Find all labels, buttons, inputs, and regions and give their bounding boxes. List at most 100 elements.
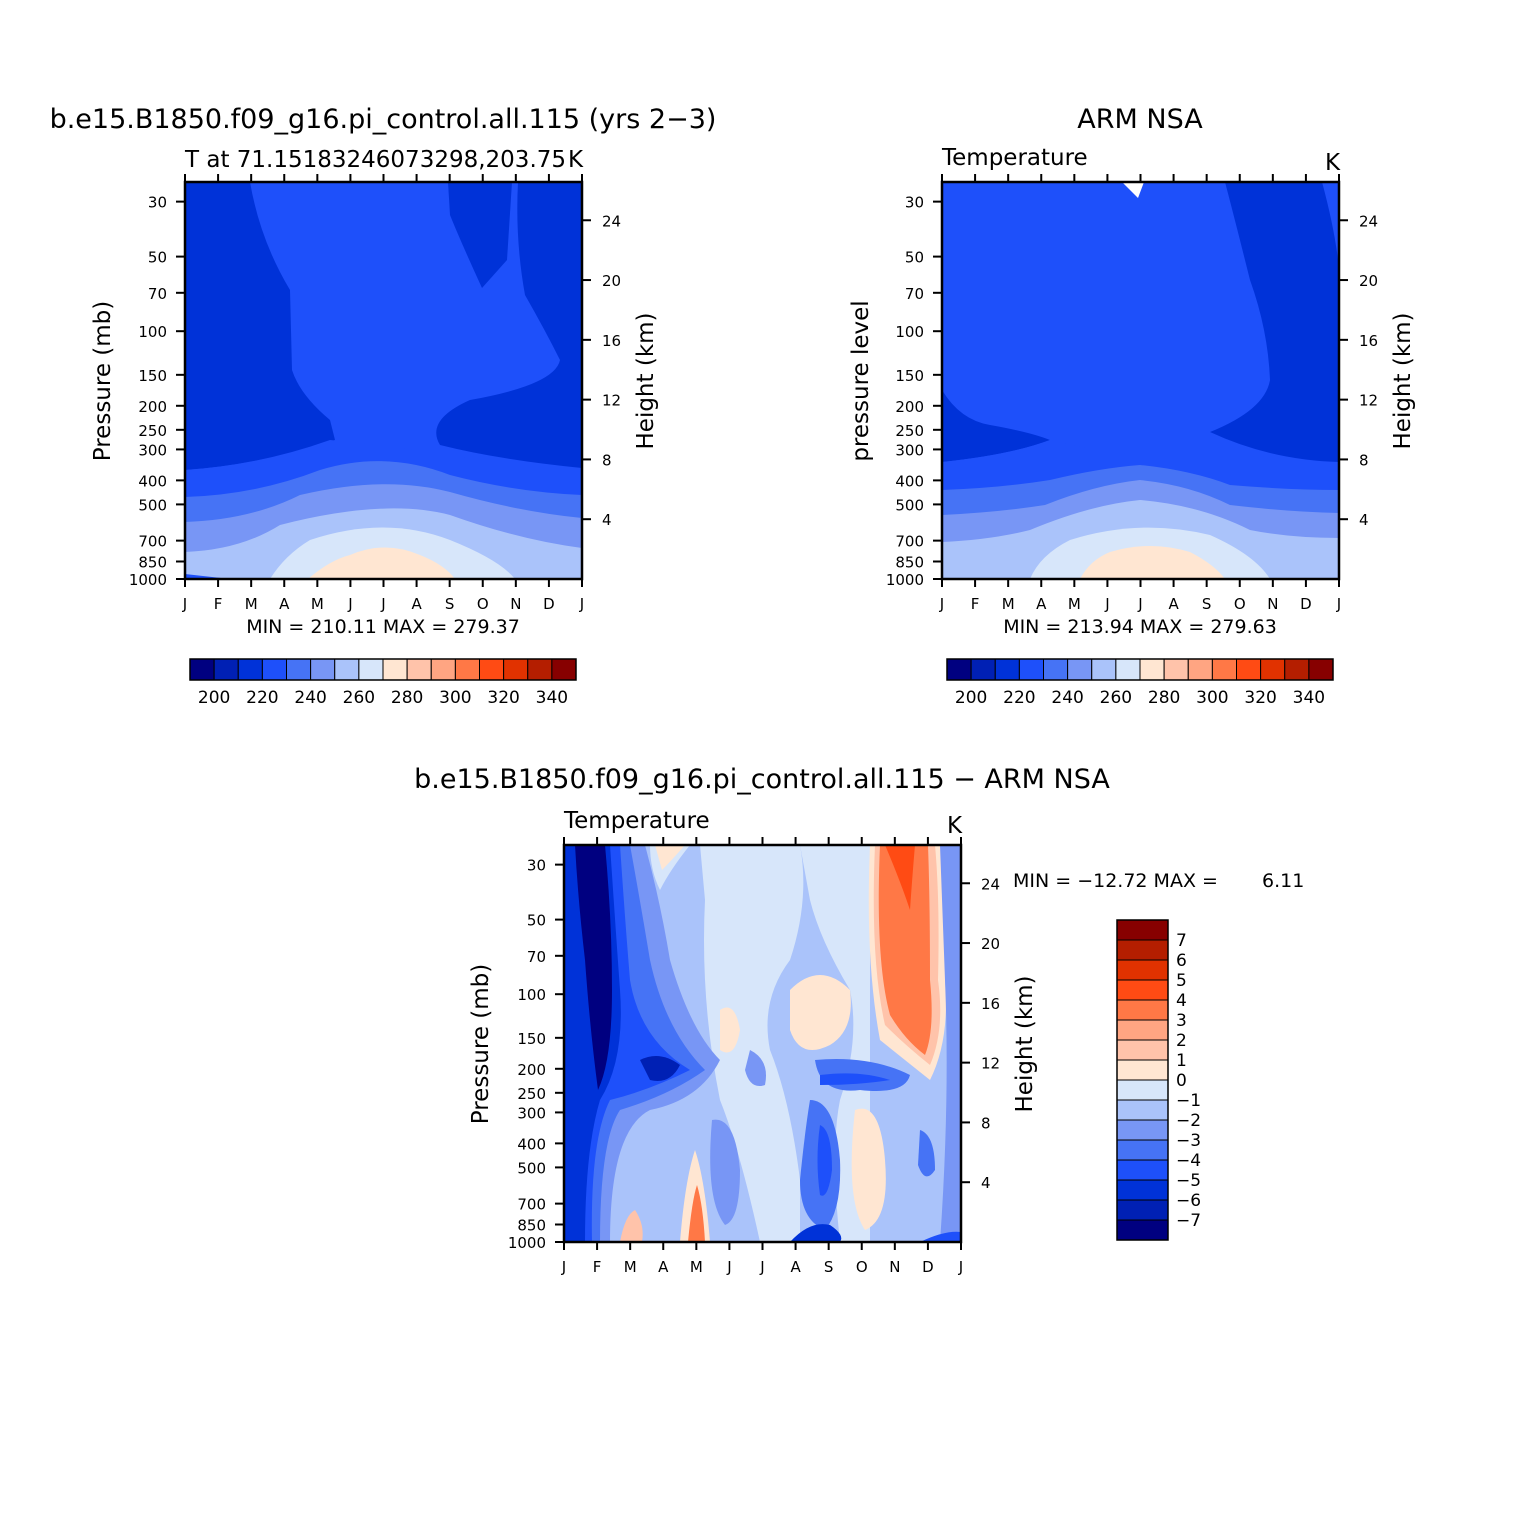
contour-fill [720, 1007, 740, 1053]
y-tick-label: 700 [138, 533, 167, 551]
y-tick-right-label: 8 [1359, 451, 1369, 469]
x-tick-label: M [1068, 595, 1081, 613]
y-tick-label: 850 [895, 554, 924, 572]
colorbar-swatch [1067, 658, 1093, 681]
colorbar-swatch [994, 658, 1020, 681]
y-tick-right-label: 24 [1359, 212, 1378, 230]
colorbar-label: 260 [343, 688, 375, 708]
y-tick-label: 400 [517, 1135, 546, 1153]
y-tick-right-label: 24 [981, 875, 1000, 893]
colorbar-swatch [430, 658, 456, 681]
colorbar-label: 6 [1176, 951, 1187, 971]
x-tick-label: F [971, 595, 980, 613]
panel-model-contours [185, 182, 582, 579]
y-tick-right-label: 16 [981, 995, 1000, 1013]
y-tick-label: 250 [138, 422, 167, 440]
y-tick-label: 500 [138, 496, 167, 514]
y-tick-right-label: 20 [602, 272, 621, 290]
contour-fill [918, 1130, 935, 1177]
panel-diff-title: b.e15.B1850.f09_g16.pi_control.all.115 −… [414, 764, 1110, 795]
y-tick-right-label: 4 [602, 511, 612, 529]
panel-obs-units: K [1325, 150, 1341, 176]
colorbar-frame [1116, 919, 1169, 1241]
panel-diff-contours [564, 845, 961, 1242]
y-tick-label: 200 [517, 1061, 546, 1079]
y-tick-right-label: 12 [981, 1055, 1000, 1073]
colorbar-swatch [1116, 919, 1169, 941]
colorbar-swatch [1163, 658, 1189, 681]
colorbar-label: 5 [1176, 971, 1187, 991]
colorbar-label: 7 [1176, 931, 1187, 951]
panel-diff-units: K [947, 813, 963, 839]
y-tick-label: 300 [138, 441, 167, 459]
colorbar-label: 340 [1293, 688, 1325, 708]
x-tick-label: S [824, 1258, 834, 1276]
colorbar-label: 300 [439, 688, 471, 708]
y-tick-right-label: 4 [1359, 511, 1369, 529]
panel-model-colorbar: 200 220 240 260 280 300 320 340 [189, 658, 577, 708]
colorbar-label: 1 [1176, 1051, 1187, 1071]
colorbar-swatch [1260, 658, 1286, 681]
colorbar-label: 200 [955, 688, 987, 708]
y-tick-label: 30 [148, 194, 167, 212]
x-tick-label: J [1336, 595, 1341, 613]
colorbar-swatch [1116, 1179, 1169, 1201]
colorbar-swatch [1284, 658, 1310, 681]
x-tick-label: J [182, 595, 187, 613]
colorbar-swatch [1187, 658, 1213, 681]
colorbar-swatch [1116, 959, 1169, 981]
panel-model-units: K [568, 147, 584, 173]
y-tick-label: 50 [905, 249, 924, 267]
panel-obs: ARM NSA Temperature K J F M A M J J A S O N D J 30 50 7… [848, 104, 1416, 708]
y-tick-label: 400 [138, 472, 167, 490]
panel-model: b.e15.B1850.f09_g16.pi_control.all.115 (… [50, 104, 717, 708]
colorbar-label: 260 [1100, 688, 1132, 708]
y-tick-label: 150 [517, 1030, 546, 1048]
x-tick-label: M [311, 595, 324, 613]
panel-diff-ylabel: Pressure (mb) [468, 964, 494, 1124]
x-tick-label: D [1300, 595, 1312, 613]
colorbar-swatch [946, 658, 972, 681]
colorbar-swatch [382, 658, 408, 681]
y-tick-label: 70 [148, 285, 167, 303]
contour-fill [1210, 182, 1339, 462]
colorbar-swatch [1018, 658, 1044, 681]
y-tick-label: 200 [138, 398, 167, 416]
contour-fill [185, 182, 335, 470]
panel-diff-minmax-label: MIN = −12.72 MAX = [1013, 870, 1218, 892]
colorbar-swatch [1139, 658, 1165, 681]
contour-fill [942, 390, 1050, 462]
y-tick-right-label: 16 [602, 332, 621, 350]
colorbar-swatch [1043, 658, 1069, 681]
colorbar-label: −6 [1176, 1191, 1201, 1211]
colorbar-label: 220 [246, 688, 278, 708]
colorbar-swatch [1115, 658, 1141, 681]
y-tick-label: 500 [895, 496, 924, 514]
colorbar-label: 280 [391, 688, 423, 708]
colorbar-swatch [551, 658, 577, 681]
contour-fill [640, 1056, 680, 1081]
x-tick-label: O [1234, 595, 1246, 613]
colorbar-swatch [286, 658, 312, 681]
colorbar-label: 2 [1176, 1031, 1187, 1051]
colorbar-label: 4 [1176, 991, 1187, 1011]
x-tick-label: J [958, 1258, 963, 1276]
colorbar-label: −4 [1176, 1151, 1201, 1171]
y-tick-label: 1000 [508, 1234, 546, 1252]
x-tick-label: A [411, 595, 422, 613]
y-tick-right-label: 16 [1359, 332, 1378, 350]
y-tick-label: 300 [895, 441, 924, 459]
colorbar-swatch [237, 658, 263, 681]
colorbar-swatch [1211, 658, 1237, 681]
panel-model-title: b.e15.B1850.f09_g16.pi_control.all.115 (… [50, 104, 717, 135]
colorbar-label: 3 [1176, 1011, 1187, 1031]
panel-obs-colorbar: 200 220 240 260 280 300 320 340 [946, 658, 1334, 708]
colorbar-swatch [527, 658, 553, 681]
x-tick-label: A [279, 595, 290, 613]
colorbar-label: 0 [1176, 1071, 1187, 1091]
y-tick-label: 250 [517, 1085, 546, 1103]
colorbar-swatch [1116, 1059, 1169, 1081]
y-tick-label: 70 [527, 948, 546, 966]
